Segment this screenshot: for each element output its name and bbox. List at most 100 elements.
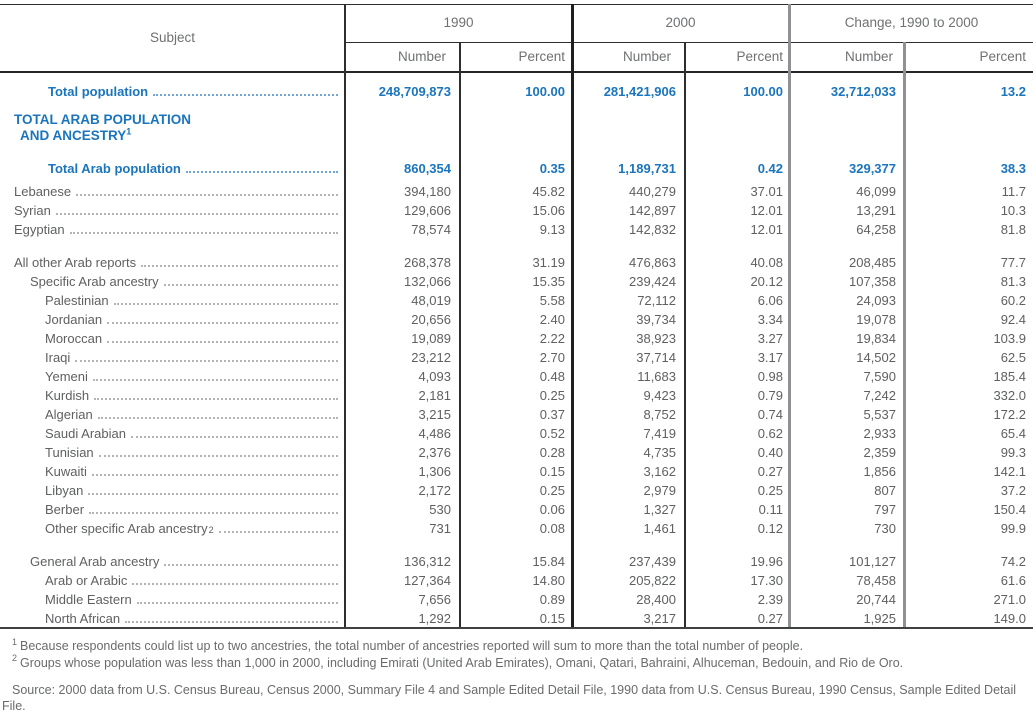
cell-2000-number: 3,162 xyxy=(643,464,676,479)
cell-2000-number: 8,752 xyxy=(643,407,676,422)
row-label-text: Jordanian xyxy=(45,312,103,327)
row-label-text: Egyptian xyxy=(14,222,65,237)
table-row: Arab or Arabic 127,364 14.80 205,822 17.30 78… xyxy=(0,571,1033,590)
cell-change-number: 24,093 xyxy=(856,293,896,308)
cell-2000-percent: 0.42 xyxy=(757,161,783,176)
cell-change-number: 19,834 xyxy=(856,331,896,346)
dot-leader xyxy=(55,213,338,215)
table-row: Berber 530 0.06 1,327 0.11 797 150.4 xyxy=(0,500,1033,519)
column-divider xyxy=(684,42,686,627)
dot-leader xyxy=(153,94,338,96)
cell-1990-percent: 2.40 xyxy=(539,312,565,327)
row-spacer xyxy=(0,239,1033,253)
cell-2000-number: 142,897 xyxy=(629,203,676,218)
row-label-text: Middle Eastern xyxy=(45,592,132,607)
cell-change-number: 13,291 xyxy=(856,203,896,218)
column-divider xyxy=(459,42,461,627)
cell-change-percent: 99.3 xyxy=(1000,445,1026,460)
cell-change-percent: 10.3 xyxy=(1000,203,1026,218)
table-row: Middle Eastern 7,656 0.89 28,400 2.39 20,744 2… xyxy=(0,590,1033,609)
table-row: Total population 248,709,873 100.00 281,421… xyxy=(0,82,1033,101)
cell-2000-percent: 3.27 xyxy=(757,331,783,346)
cell-1990-number: 1,306 xyxy=(418,464,451,479)
cell-change-number: 208,485 xyxy=(849,255,896,270)
cell-change-number: 807 xyxy=(874,483,896,498)
cell-2000-number: 1,189,731 xyxy=(618,161,676,176)
section-heading-line: TOTAL ARAB POPULATION xyxy=(14,112,191,127)
dot-leader xyxy=(75,360,338,362)
cell-change-percent: 81.3 xyxy=(1000,274,1026,289)
row-label: All other Arab reports xyxy=(0,253,345,272)
row-label: Lebanese xyxy=(0,182,345,201)
cell-1990-number: 78,574 xyxy=(411,222,451,237)
footnote-2: 2 Groups whose population was less than 1… xyxy=(2,654,1029,672)
cell-2000-number: 237,439 xyxy=(629,554,676,569)
cell-1990-number: 4,486 xyxy=(418,426,451,441)
row-label: Algerian xyxy=(0,405,345,424)
cell-2000-percent: 0.79 xyxy=(757,388,783,403)
cell-change-number: 730 xyxy=(874,521,896,536)
cell-change-percent: 332.0 xyxy=(993,388,1026,403)
dot-leader xyxy=(218,531,338,533)
row-label-text: Palestinian xyxy=(45,293,109,308)
cell-2000-number: 37,714 xyxy=(636,350,676,365)
cell-1990-number: 132,066 xyxy=(404,274,451,289)
cell-change-number: 797 xyxy=(874,502,896,517)
row-label-text: Saudi Arabian xyxy=(45,426,126,441)
cell-change-percent: 149.0 xyxy=(993,611,1026,626)
footnote-1-text: Because respondents could list up to two… xyxy=(20,639,804,653)
section-heading-line: AND ANCESTRY1 xyxy=(20,126,132,143)
cell-1990-percent: 0.06 xyxy=(539,502,565,517)
cell-change-number: 14,502 xyxy=(856,350,896,365)
row-label: Syrian xyxy=(0,201,345,220)
cell-change-percent: 11.7 xyxy=(1001,184,1026,199)
cell-2000-number: 3,217 xyxy=(643,611,676,626)
row-label-text: Syrian xyxy=(14,203,51,218)
cell-change-number: 7,590 xyxy=(863,369,896,384)
cell-2000-percent: 0.27 xyxy=(757,464,783,479)
cell-1990-percent: 45.82 xyxy=(532,184,565,199)
cell-1990-number: 3,215 xyxy=(418,407,451,422)
cell-2000-percent: 0.25 xyxy=(757,483,783,498)
cell-1990-percent: 0.52 xyxy=(539,426,565,441)
dot-leader xyxy=(107,341,338,343)
cell-2000-number: 1,461 xyxy=(643,521,676,536)
cell-1990-percent: 0.15 xyxy=(539,611,565,626)
cell-change-percent: 38.3 xyxy=(1000,161,1026,176)
row-spacer xyxy=(0,538,1033,552)
table-row: Syrian 129,606 15.06 142,897 12.01 13,291 10.3 xyxy=(0,201,1033,220)
cell-change-percent: 185.4 xyxy=(993,369,1026,384)
subheader-change-percent: Percent xyxy=(979,49,1026,64)
cell-change-percent: 172.2 xyxy=(993,407,1026,422)
cell-1990-number: 20,656 xyxy=(411,312,451,327)
dot-leader xyxy=(76,194,338,196)
row-label-text: Kuwaiti xyxy=(45,464,87,479)
cell-change-percent: 61.6 xyxy=(1000,573,1026,588)
cell-change-percent: 99.9 xyxy=(1000,521,1026,536)
dot-leader xyxy=(89,512,338,514)
row-label: Total Arab population xyxy=(0,159,345,178)
row-label: Moroccan xyxy=(0,329,345,348)
cell-2000-percent: 40.08 xyxy=(750,255,783,270)
cell-1990-number: 4,093 xyxy=(418,369,451,384)
cell-1990-percent: 2.22 xyxy=(539,331,565,346)
column-group-change: Change, 1990 to 2000 xyxy=(844,15,979,30)
cell-1990-number: 394,180 xyxy=(404,184,451,199)
cell-change-percent: 103.9 xyxy=(993,331,1026,346)
dot-leader xyxy=(91,474,338,476)
dot-leader xyxy=(94,398,338,400)
cell-2000-percent: 3.34 xyxy=(757,312,783,327)
row-label: Other specific Arab ancestry 2 xyxy=(0,519,345,538)
row-label: Saudi Arabian xyxy=(0,424,345,443)
cell-1990-number: 48,019 xyxy=(411,293,451,308)
cell-change-number: 32,712,033 xyxy=(830,84,896,99)
cell-2000-percent: 100.00 xyxy=(743,84,783,99)
cell-1990-percent: 0.15 xyxy=(539,464,565,479)
cell-2000-number: 39,734 xyxy=(636,312,676,327)
cell-change-number: 101,127 xyxy=(849,554,896,569)
cell-1990-number: 268,378 xyxy=(404,255,451,270)
cell-1990-number: 127,364 xyxy=(404,573,451,588)
cell-1990-number: 731 xyxy=(429,521,451,536)
row-label: Tunisian xyxy=(0,443,345,462)
cell-change-percent: 77.7 xyxy=(1000,255,1026,270)
